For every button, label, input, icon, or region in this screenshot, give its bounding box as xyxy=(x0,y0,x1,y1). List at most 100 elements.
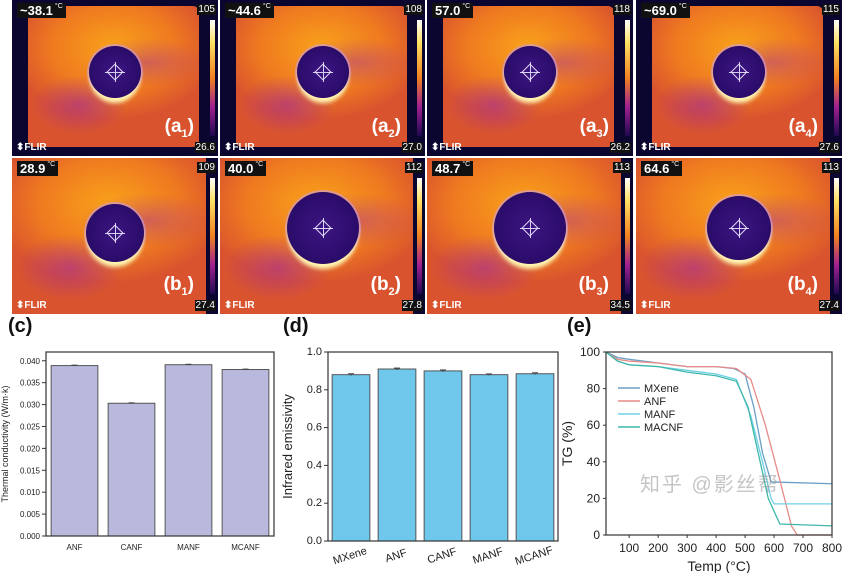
y-tick-label: 0.030 xyxy=(20,401,41,410)
spot-temperature: 28.9 °C xyxy=(17,161,59,176)
panel-label: (b2) xyxy=(370,274,401,298)
plot-frame xyxy=(605,351,833,536)
crosshair-icon xyxy=(729,228,749,230)
thermal-image-a3: 57.0 °C 118 26.2 ⬍FLIR (a3) xyxy=(427,0,633,156)
plot-frame xyxy=(327,351,559,542)
x-tick-label: 400 xyxy=(706,541,726,555)
scale-min: 34.5 xyxy=(609,300,631,311)
x-tick-label: 500 xyxy=(735,541,755,555)
y-tick-label: 0.020 xyxy=(20,444,41,453)
thermal-image-b2: 40.0 °C 112 27.8 ⬍FLIR (b2) xyxy=(220,158,425,314)
x-tick-label: 700 xyxy=(793,541,813,555)
bar-manf xyxy=(469,374,509,542)
thermal-image-b4: 64.6 °C 113 27.4 ⬍FLIR (b4) xyxy=(636,158,842,314)
bar-anf xyxy=(50,365,99,537)
y-tick-label: 0.8 xyxy=(307,384,322,396)
x-axis-label: Temp (°C) xyxy=(687,558,750,573)
y-tick-label: 40 xyxy=(587,455,601,469)
panel-label-d: (d) xyxy=(283,315,309,337)
color-scale-bar xyxy=(834,178,839,294)
bar-anf xyxy=(377,368,417,542)
y-tick-label: 0.035 xyxy=(20,379,41,388)
flir-logo: ⬍FLIR xyxy=(640,142,671,153)
panel-label-e: (e) xyxy=(567,315,592,337)
flir-logo: ⬍FLIR xyxy=(224,300,255,311)
scale-max: 109 xyxy=(197,162,216,173)
crosshair-icon xyxy=(312,71,333,73)
scale-min: 27.8 xyxy=(401,300,423,311)
crosshair-icon xyxy=(520,228,540,230)
x-tick-label: 100 xyxy=(619,541,639,555)
scale-max: 115 xyxy=(822,4,840,15)
x-tick-label: 600 xyxy=(764,541,784,555)
thermal-image-a1: ~38.1 °C 105 26.6 ⬍FLIR (a1) xyxy=(12,0,218,156)
legend-label: ANF xyxy=(644,396,666,408)
crosshair-icon xyxy=(729,71,749,73)
flir-logo: ⬍FLIR xyxy=(431,300,462,311)
panel-label: (a1) xyxy=(164,116,194,140)
y-tick-label: 0.025 xyxy=(20,422,41,431)
y-tick-label: 0.4 xyxy=(307,459,322,471)
y-tick-label: 0.015 xyxy=(20,466,41,475)
y-tick-label: 0.6 xyxy=(307,422,322,434)
color-scale-bar xyxy=(210,20,215,136)
scale-min: 27.0 xyxy=(401,142,423,153)
bar-mxene xyxy=(331,374,371,542)
color-scale-bar xyxy=(417,178,422,294)
panel-label: (a3) xyxy=(579,116,609,140)
thermal-image-b3: 48.7 °C 113 34.5 ⬍FLIR (b3) xyxy=(427,158,633,314)
tg-curve-chart: 0 20 40 60 80 100 100 200 300 400 500 600 700 800 MXen… xyxy=(560,345,842,573)
x-tick-label: MANF xyxy=(177,543,200,552)
x-tick-label: CANF xyxy=(121,543,143,552)
flir-logo: ⬍FLIR xyxy=(16,300,47,311)
x-tick-label: 800 xyxy=(822,541,842,555)
x-tick-label: 200 xyxy=(648,541,668,555)
tg-line-anf xyxy=(605,351,832,536)
infrared-emissivity-chart: 0.0 0.2 0.4 0.6 0.8 1.0 MXene ANF CANF MANF MCANF I… xyxy=(282,346,559,568)
y-axis-label: Infrared emissivity xyxy=(282,394,295,499)
scale-min: 26.6 xyxy=(194,142,216,153)
flir-logo: ⬍FLIR xyxy=(224,142,255,153)
crosshair-icon xyxy=(105,71,125,73)
spot-temperature: ~44.6 °C xyxy=(225,3,274,18)
y-tick-label: 0.2 xyxy=(307,497,322,509)
spot-temperature: 40.0 °C xyxy=(225,161,267,176)
y-tick-label: 1.0 xyxy=(307,346,322,358)
y-tick-label: 100 xyxy=(580,345,600,359)
scale-max: 113 xyxy=(822,162,840,173)
panel-label-c: (c) xyxy=(8,315,33,337)
bar-canf xyxy=(423,370,463,542)
x-tick-label: 300 xyxy=(677,541,697,555)
bar-mcanf xyxy=(515,373,555,542)
x-tick-label: ANF xyxy=(67,543,83,552)
x-tick-label: CANF xyxy=(426,546,458,567)
scale-min: 27.4 xyxy=(818,300,840,311)
thermal-conductivity-chart: 0.000 0.005 0.010 0.015 0.020 0.025 0.030 0.035… xyxy=(0,351,275,552)
bar-mcanf xyxy=(221,369,270,537)
spot-temperature: 48.7 °C xyxy=(432,161,474,176)
x-tick-label: MCANF xyxy=(514,544,555,568)
panel-label: (b3) xyxy=(578,274,609,298)
spot-temperature: ~38.1 °C xyxy=(17,3,66,18)
x-tick-label: MANF xyxy=(471,546,505,567)
bar-canf xyxy=(107,402,156,537)
scale-max: 113 xyxy=(613,162,631,173)
x-tick-label: ANF xyxy=(384,547,409,565)
color-scale-bar xyxy=(210,178,215,294)
scale-min: 26.2 xyxy=(609,142,631,153)
y-axis-label: Thermal conductivity (W/m·k) xyxy=(0,385,10,502)
y-tick-label: 80 xyxy=(587,382,601,396)
y-tick-label: 0.010 xyxy=(20,488,41,497)
plot-frame xyxy=(45,351,275,537)
color-scale-bar xyxy=(625,178,630,294)
crosshair-icon xyxy=(312,228,333,230)
scale-max: 108 xyxy=(404,4,423,15)
color-scale-bar xyxy=(417,20,422,136)
spot-temperature: ~69.0 °C xyxy=(641,3,690,18)
y-tick-label: 60 xyxy=(587,418,601,432)
legend-label: MANF xyxy=(644,409,675,421)
color-scale-bar xyxy=(834,20,839,136)
scale-min: 27.6 xyxy=(818,142,840,153)
color-scale-bar xyxy=(625,20,630,136)
y-tick-label: 0.005 xyxy=(20,510,41,519)
